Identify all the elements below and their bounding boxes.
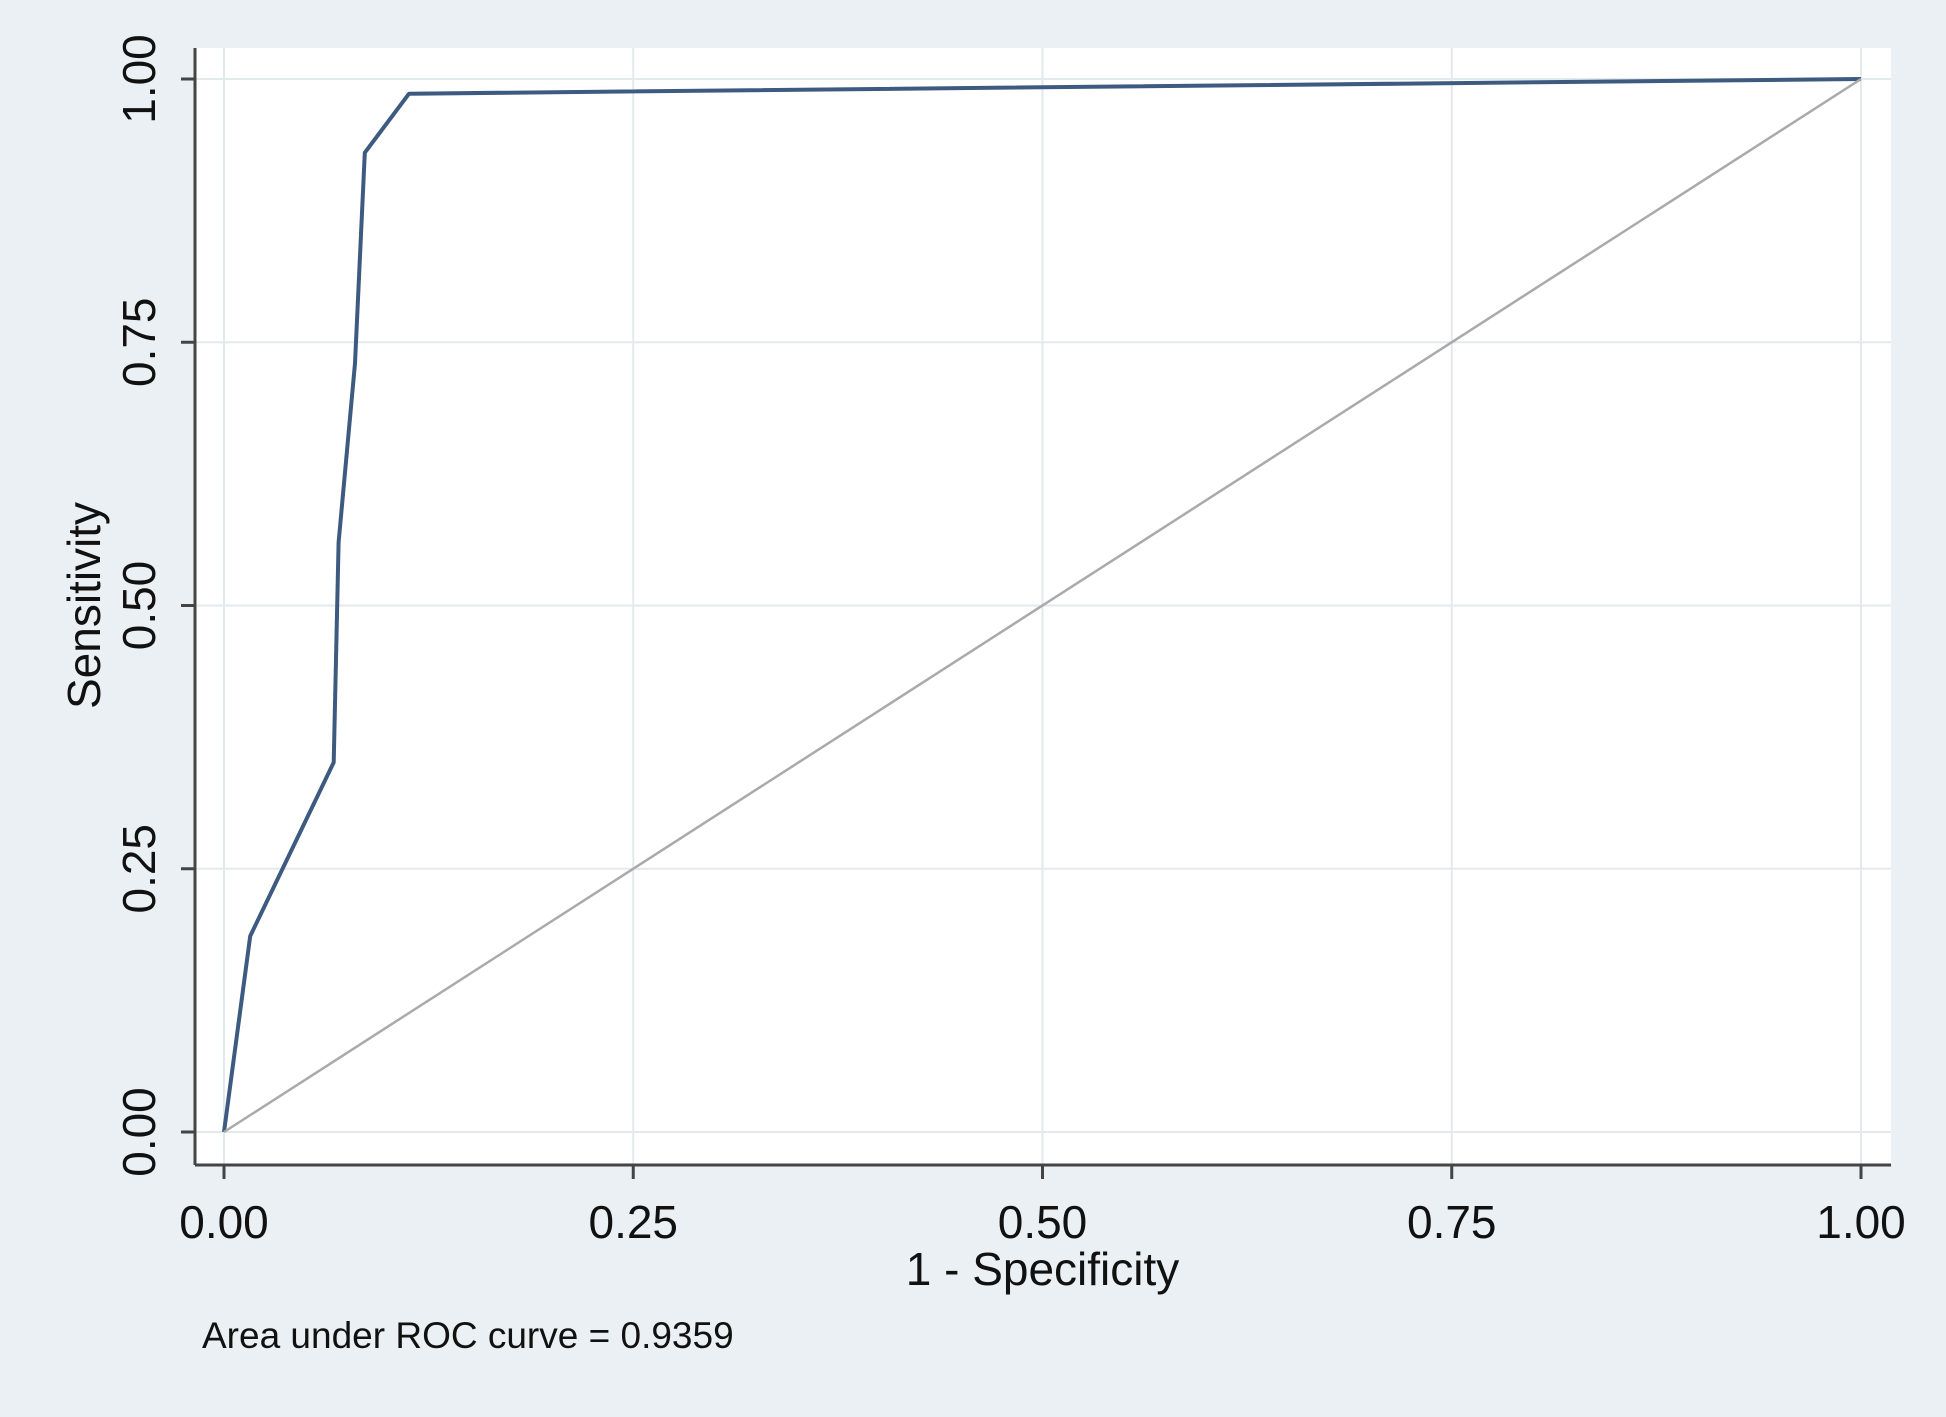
x-tick-label-1: 0.25 [588, 1196, 678, 1248]
roc-curve-line [222, 77, 1862, 1133]
x-tick-label-4: 1.00 [1816, 1196, 1906, 1248]
y-tick-label-2: 0.50 [113, 561, 165, 651]
y-tick-label-0: 0.00 [113, 1087, 165, 1177]
x-tick-label-3: 0.75 [1407, 1196, 1497, 1248]
reference-diagonal-line [223, 77, 1862, 1134]
y-tick-label-4: 1.00 [113, 34, 165, 124]
x-tick-label-2: 0.50 [998, 1196, 1088, 1248]
y-axis-title: Sensitivity [58, 502, 110, 709]
series-layer [222, 77, 1862, 1134]
axes [181, 48, 1891, 1179]
y-tick-label-3: 0.75 [113, 297, 165, 387]
auc-note: Area under ROC curve = 0.9359 [202, 1315, 734, 1356]
tick-labels: 0.00 0.25 0.50 0.75 1.00 0.00 0.25 0.50 0.75 1.00 [113, 34, 1906, 1248]
y-tick-label-1: 0.25 [113, 824, 165, 914]
x-axis-title: 1 - Specificity [906, 1243, 1180, 1295]
x-tick-label-0: 0.00 [179, 1196, 269, 1248]
